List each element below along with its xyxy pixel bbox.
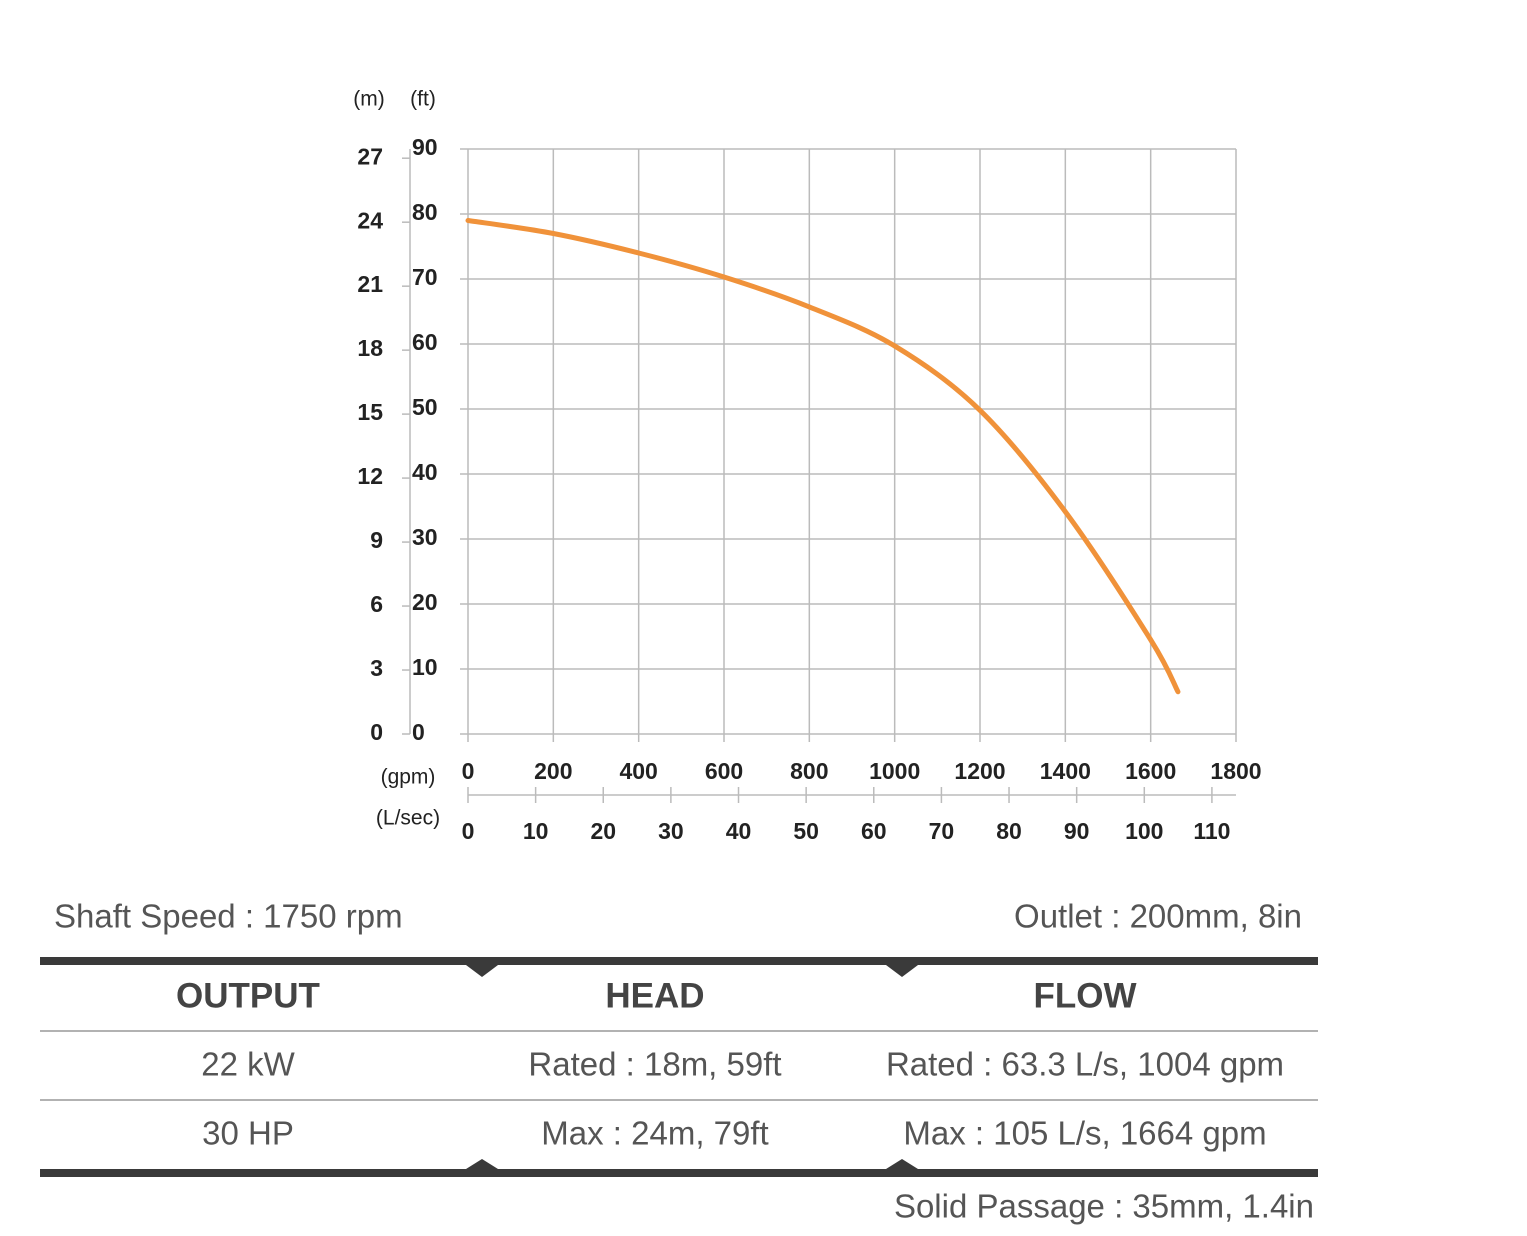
x-label: (gpm) xyxy=(381,766,436,789)
x2-tick-label: 90 xyxy=(1064,818,1090,844)
y-tick-label: 90 xyxy=(412,134,438,160)
x-tick-label: 0 xyxy=(462,758,475,784)
y2-tick-label: 9 xyxy=(370,527,383,553)
y-tick-label: 30 xyxy=(412,524,438,550)
x2-tick-label: 20 xyxy=(590,818,616,844)
table-cell: Rated : 63.3 L/s, 1004 gpm xyxy=(886,1046,1284,1083)
solid-passage: Solid Passage : 35mm, 1.4in xyxy=(894,1188,1314,1225)
y2-tick-label: 18 xyxy=(357,335,383,361)
x2-tick-label: 80 xyxy=(996,818,1022,844)
shaft-speed: Shaft Speed : 1750 rpm xyxy=(54,898,403,935)
y2-tick-label: 3 xyxy=(370,655,383,681)
table-frame xyxy=(40,957,1318,1177)
curve xyxy=(465,218,1181,695)
y-tick-label: 50 xyxy=(412,394,438,420)
table-cell: Max : 105 L/s, 1664 gpm xyxy=(903,1115,1266,1152)
x-tick-label: 1800 xyxy=(1210,758,1261,784)
y2-tick-label: 27 xyxy=(357,143,383,169)
y-tick-label: 70 xyxy=(412,264,438,290)
y-label: (ft) xyxy=(410,88,436,111)
y2-label: (m) xyxy=(353,88,384,111)
x-tick-label: 200 xyxy=(534,758,572,784)
y2-tick-label: 12 xyxy=(357,463,383,489)
x2-tick-label: 0 xyxy=(462,818,475,844)
x-tick-label: 1000 xyxy=(869,758,920,784)
x2-tick-label: 100 xyxy=(1125,818,1163,844)
table-cell: 30 HP xyxy=(202,1115,294,1152)
x-tick-label: 1200 xyxy=(954,758,1005,784)
table-cell: Rated : 18m, 59ft xyxy=(528,1046,781,1083)
x2-tick-label: 10 xyxy=(523,818,549,844)
y-tick-label: 0 xyxy=(412,719,425,745)
x2-tick-label: 60 xyxy=(861,818,887,844)
table-header: HEAD xyxy=(605,976,704,1015)
y2-tick-label: 0 xyxy=(370,719,383,745)
x2-tick-label: 30 xyxy=(658,818,684,844)
y-tick-label: 40 xyxy=(412,459,438,485)
x-tick-label: 800 xyxy=(790,758,828,784)
table-cell: 22 kW xyxy=(201,1046,295,1083)
y-tick-label: 80 xyxy=(412,199,438,225)
y-tick-label: 10 xyxy=(412,654,438,680)
x2-tick-label: 50 xyxy=(793,818,819,844)
outlet: Outlet : 200mm, 8in xyxy=(1014,898,1302,935)
x-tick-label: 1400 xyxy=(1040,758,1091,784)
x-tick-label: 400 xyxy=(619,758,657,784)
table-cell: Max : 24m, 79ft xyxy=(541,1115,768,1152)
table-header: FLOW xyxy=(1033,976,1136,1015)
y-tick-label: 20 xyxy=(412,589,438,615)
y2-tick-label: 15 xyxy=(357,399,383,425)
x-tick-label: 600 xyxy=(705,758,743,784)
x2-tick-label: 40 xyxy=(726,818,752,844)
x-tick-label: 1600 xyxy=(1125,758,1176,784)
x2-tick-label: 110 xyxy=(1193,818,1230,844)
y-tick-label: 60 xyxy=(412,329,438,355)
x2-label: (L/sec) xyxy=(376,807,440,830)
y2-tick-label: 24 xyxy=(357,207,383,233)
x2-tick-label: 70 xyxy=(929,818,955,844)
y2-tick-label: 21 xyxy=(357,271,383,297)
y2-tick-label: 6 xyxy=(370,591,383,617)
table-header: OUTPUT xyxy=(176,976,320,1015)
